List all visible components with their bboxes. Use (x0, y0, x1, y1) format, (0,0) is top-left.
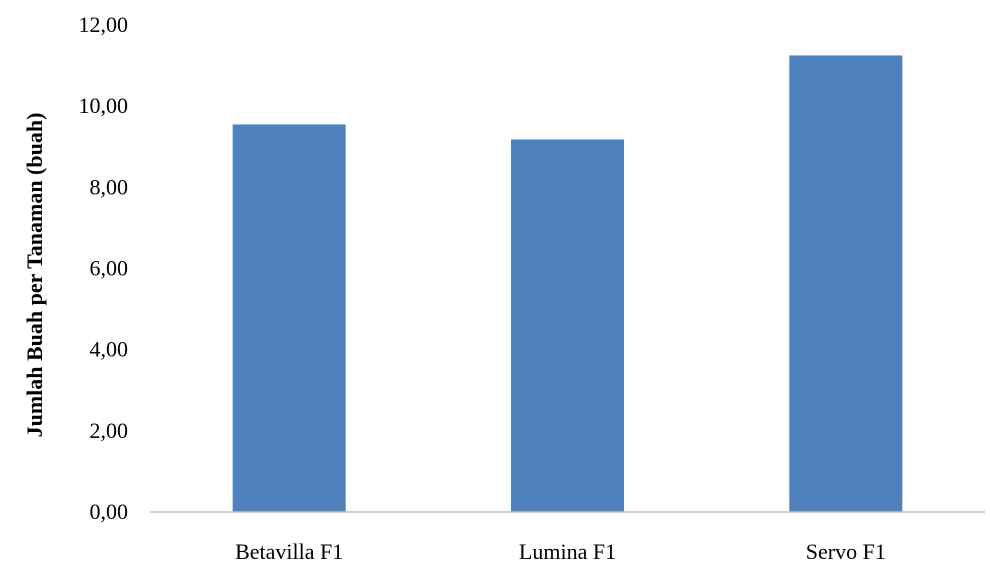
x-tick-label: Servo F1 (806, 539, 886, 564)
y-tick-label: 2,00 (90, 418, 129, 443)
x-axis-labels: Betavilla F1 Lumina F1 Servo F1 (235, 539, 886, 564)
y-tick-label: 4,00 (90, 337, 129, 362)
y-axis-title: Jumlah Buah per Tanaman (buah) (22, 113, 47, 438)
bars (232, 55, 903, 512)
bar (511, 139, 624, 512)
x-tick-label: Lumina F1 (519, 539, 616, 564)
x-tick-label: Betavilla F1 (235, 539, 343, 564)
y-tick-label: 8,00 (90, 174, 129, 199)
y-tick-label: 6,00 (90, 256, 129, 281)
y-tick-label: 10,00 (79, 93, 129, 118)
y-axis-ticks: 0,00 2,00 4,00 6,00 8,00 10,00 12,00 (79, 12, 129, 524)
y-tick-label: 0,00 (90, 499, 129, 524)
bar (789, 55, 903, 512)
bar (232, 124, 346, 512)
y-tick-label: 12,00 (79, 12, 129, 37)
